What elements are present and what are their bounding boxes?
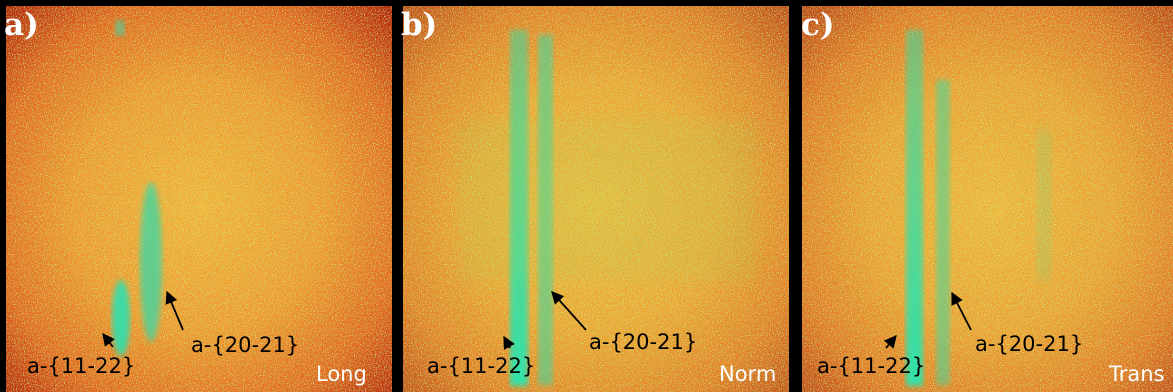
panel-b-letter: b) <box>401 7 438 43</box>
panel-a-image <box>0 0 395 392</box>
panel-a-mode: Long <box>316 362 367 386</box>
panel-c: c) a-{11-22} a-{20-21} Trans <box>797 0 1173 392</box>
annotation-arrows <box>102 290 184 348</box>
panel-b-label-11-22: a-{11-22} <box>427 354 536 378</box>
annotation-arrows <box>883 291 972 349</box>
panel-a: a) a-{11-22} a-{20-21} Long <box>0 0 395 392</box>
panel-b: b) a-{11-22} a-{20-21} Norm <box>397 0 794 392</box>
panel-b-image <box>397 0 794 392</box>
panel-a-label-20-21: a-{20-21} <box>191 333 300 357</box>
panel-b-mode: Norm <box>719 362 777 386</box>
panel-c-mode: Trans <box>1109 362 1165 386</box>
panel-c-letter: c) <box>801 7 835 43</box>
diffraction-streaks <box>457 30 757 386</box>
panel-c-image <box>797 0 1173 392</box>
panel-c-label-20-21: a-{20-21} <box>975 332 1084 356</box>
annotation-arrows <box>503 291 587 350</box>
diffraction-streaks <box>906 30 1051 386</box>
diffraction-streaks <box>112 20 162 356</box>
panel-a-label-11-22: a-{11-22} <box>27 354 136 378</box>
panel-a-letter: a) <box>4 7 39 43</box>
panel-b-label-20-21: a-{20-21} <box>589 330 698 354</box>
panel-c-label-11-22: a-{11-22} <box>817 354 926 378</box>
